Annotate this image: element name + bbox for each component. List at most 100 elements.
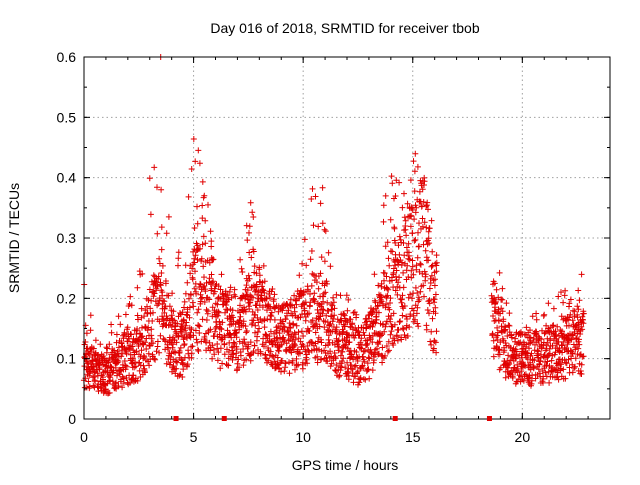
data-point [321,226,328,233]
data-point [146,362,153,369]
data-point [221,334,228,341]
data-point [375,282,382,289]
data-point [412,236,419,243]
data-point [402,226,409,233]
y-tick-label: 0.6 [57,49,77,65]
data-point [414,304,421,311]
data-point [567,296,574,303]
data-point [237,256,244,263]
data-point [410,158,417,165]
data-point [572,363,578,370]
data-point [155,273,162,280]
data-point [415,323,422,330]
data-point [349,320,356,327]
x-tick-label: 5 [190,429,198,445]
data-point [108,329,115,336]
data-point [410,307,417,314]
data-point [243,328,250,334]
data-point [404,200,411,207]
data-point [332,326,339,333]
data-point [159,262,166,269]
data-point [186,333,193,340]
data-point [123,350,130,357]
data-point [244,287,251,294]
data-point [560,366,567,373]
data-point [159,289,166,296]
data-point [269,352,276,359]
data-point [383,343,390,349]
data-point [562,287,569,294]
data-point [555,293,562,300]
data-point [190,303,197,310]
data-point [199,316,206,323]
data-point [421,219,428,226]
data-point [401,332,408,338]
data-point [330,299,337,306]
data-point [202,288,209,295]
data-point [218,271,225,278]
data-point [541,311,548,318]
data-point [141,354,148,360]
data-point [576,297,583,304]
data-point [195,322,202,329]
data-point [139,270,146,277]
data-point [231,286,238,293]
data-point [143,335,150,342]
data-point [317,270,324,277]
data-point [296,272,303,279]
data-point [576,341,583,348]
data-point [569,317,576,324]
data-point [376,338,383,345]
data-point [425,206,431,213]
data-point [432,339,439,346]
data-point [373,316,380,323]
data-point [380,218,387,225]
data-point [432,276,438,283]
data-point [414,320,421,327]
data-points [80,54,587,397]
data-point [340,355,347,362]
data-point [235,356,242,363]
data-point [410,312,417,319]
data-point [201,274,207,281]
data-point [237,313,244,320]
data-point [575,287,582,294]
data-point [148,326,155,333]
data-point [142,339,149,346]
data-point [173,339,180,346]
x-axis-label: GPS time / hours [292,457,399,473]
data-point [194,203,200,210]
data-point [392,287,399,294]
data-point [157,332,164,339]
data-point [210,256,217,263]
data-point [201,283,208,289]
data-point [247,352,254,358]
data-point [287,302,294,308]
data-point [396,179,403,186]
data-point [498,305,505,312]
data-point [416,296,423,303]
data-point [92,378,99,385]
data-point [285,332,292,338]
data-point [167,359,174,366]
data-point [499,296,506,303]
data-point [337,292,344,299]
data-point [314,359,321,366]
data-point [489,331,496,338]
data-point [228,294,235,301]
data-point [567,311,574,318]
data-point [121,358,128,364]
data-point [404,316,410,322]
data-point [369,323,376,330]
data-point [188,343,195,350]
y-tick-label: 0.4 [57,170,77,186]
data-point [252,329,258,336]
data-point [433,252,440,259]
data-point [400,326,407,333]
data-point [250,348,257,355]
data-point [545,352,552,358]
data-point [291,292,298,299]
data-point [343,292,350,299]
data-point [365,366,372,373]
data-point [128,331,135,338]
